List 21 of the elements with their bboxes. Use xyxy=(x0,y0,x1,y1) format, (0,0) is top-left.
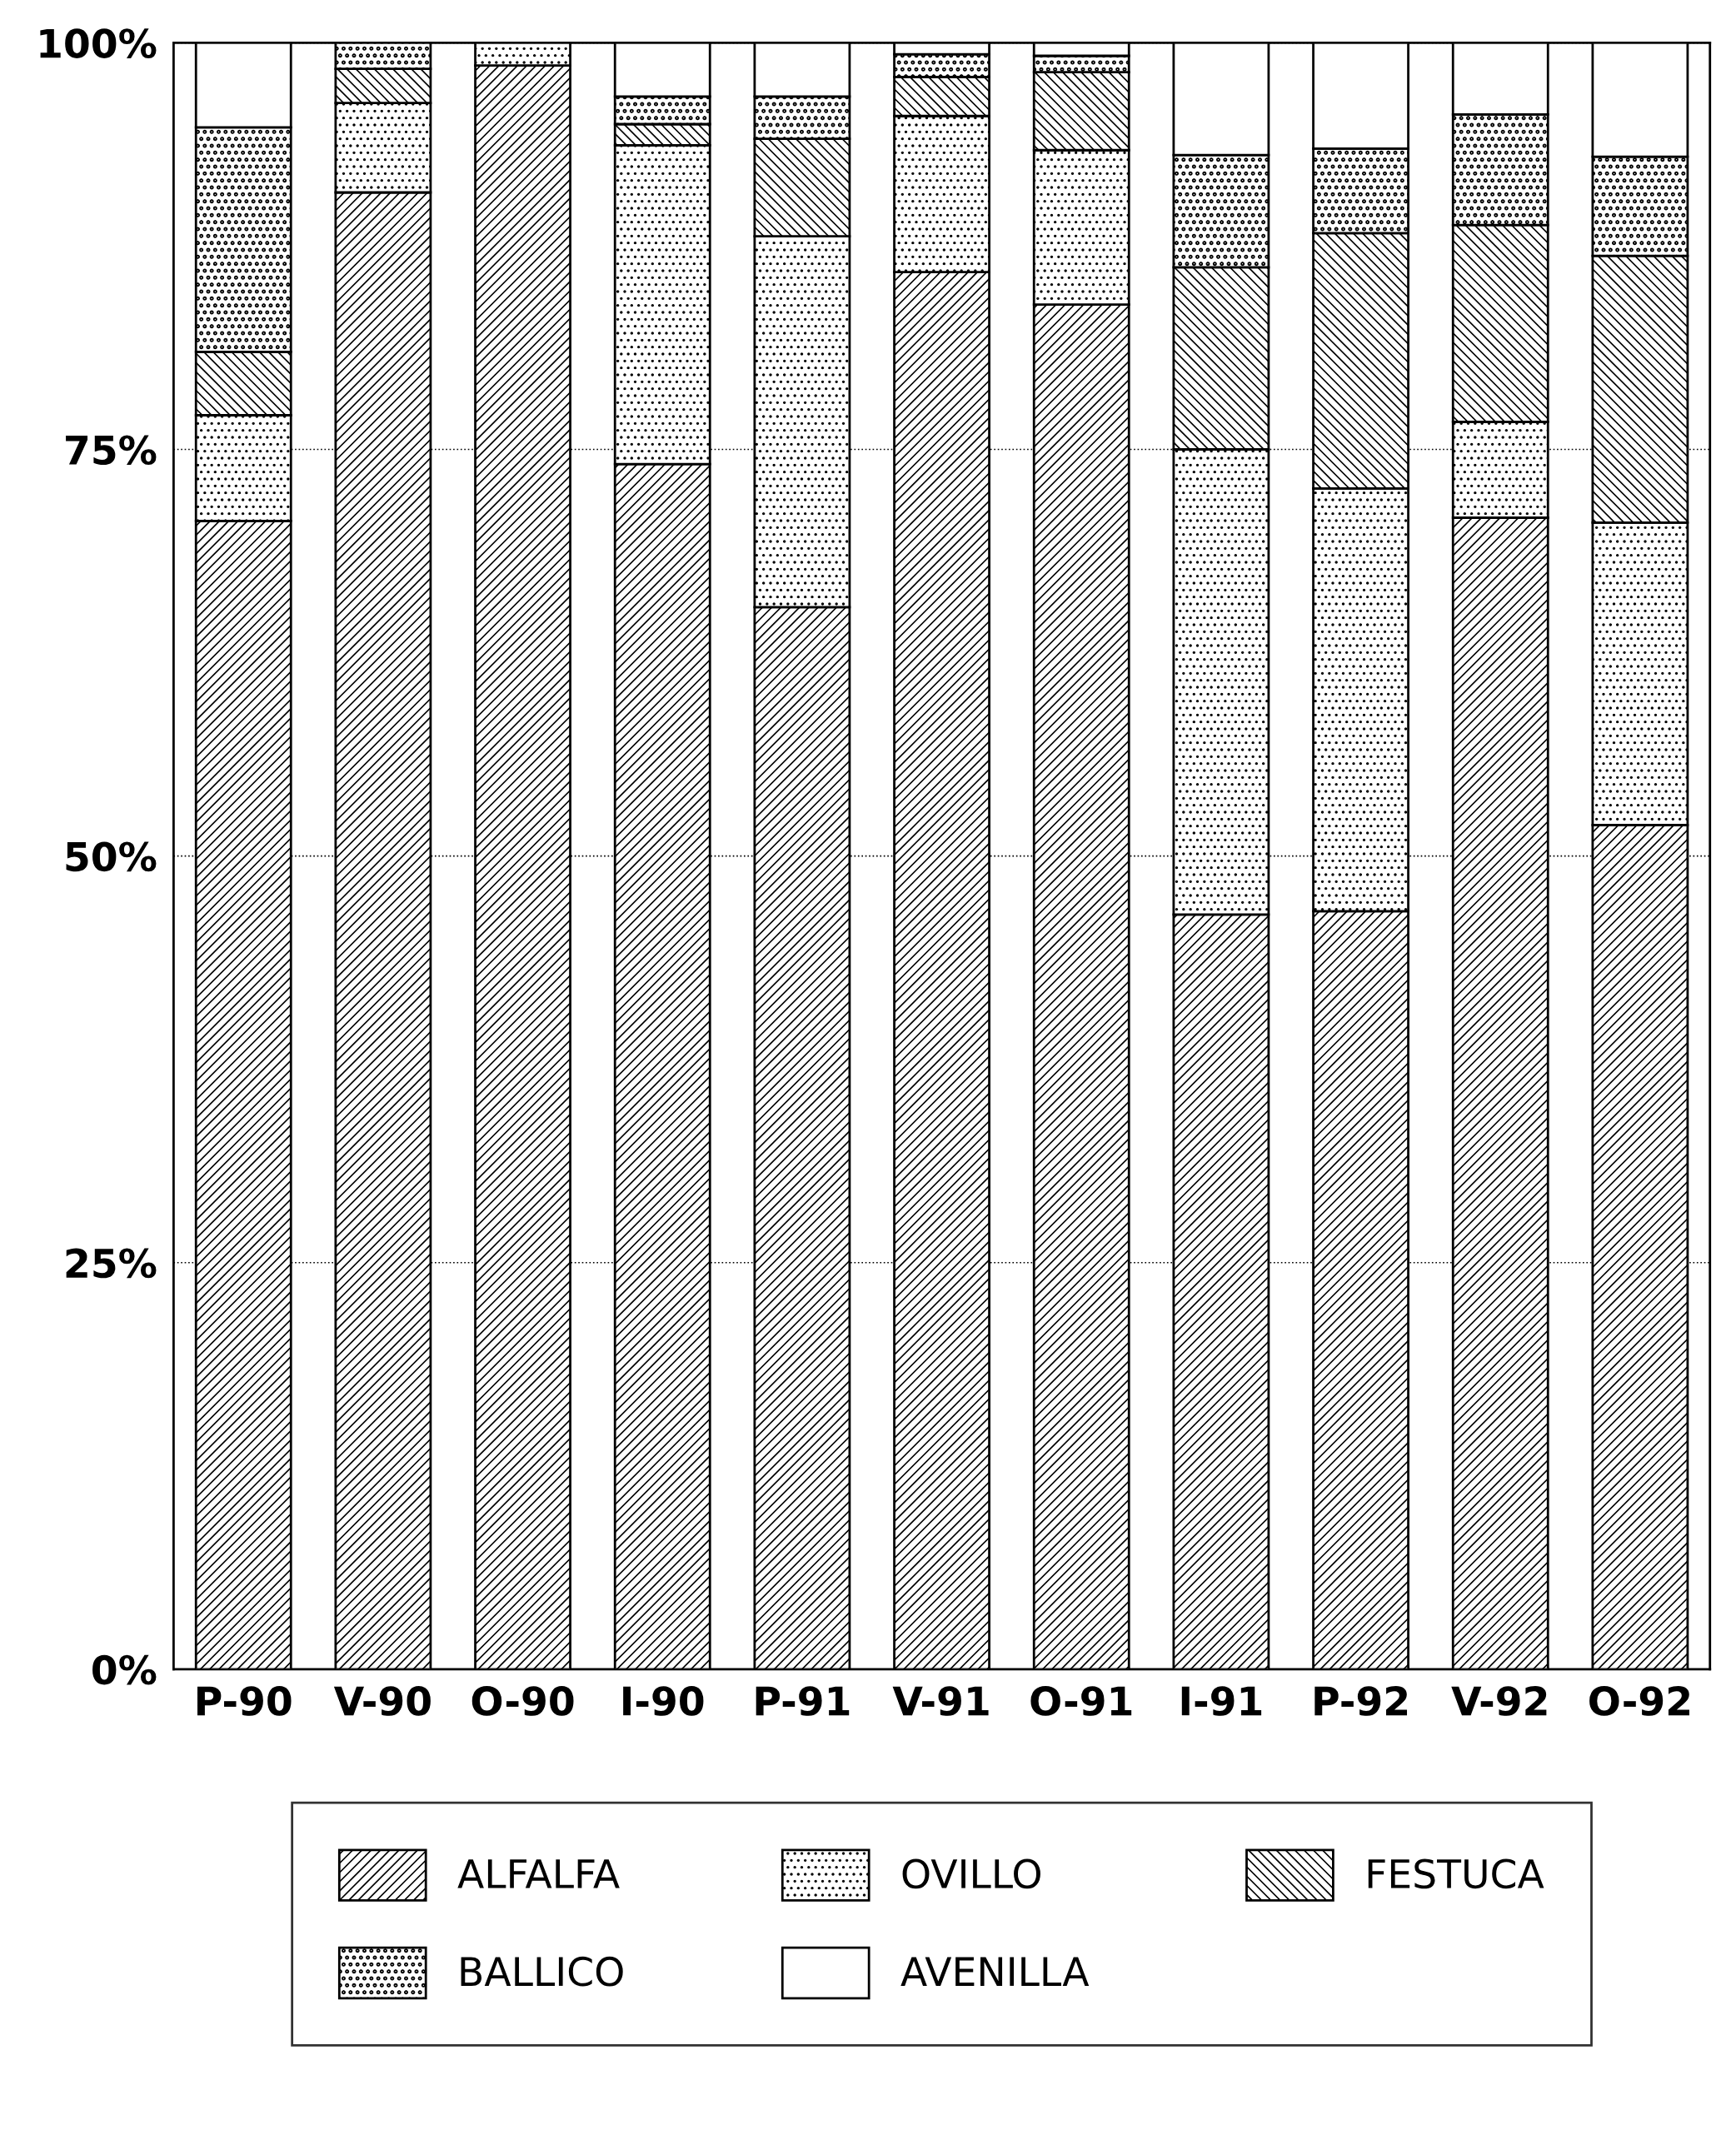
x-tick-label: V-91 xyxy=(892,1686,989,1716)
x-tick-label: O-92 xyxy=(1589,1686,1689,1716)
y-tick-label: 100% xyxy=(40,28,157,58)
x-tick-label: O-91 xyxy=(1030,1686,1132,1716)
y-tick-label: 0% xyxy=(92,1654,157,1685)
x-tick-label: I-91 xyxy=(1181,1686,1262,1716)
legend-label: AVENILLA xyxy=(900,1957,1090,1986)
legend-label: OVILLO xyxy=(902,1858,1040,1889)
legend-label: ALFALFA xyxy=(457,1859,620,1888)
legend-label: FESTUCA xyxy=(1368,1858,1544,1889)
y-tick-label: 50% xyxy=(66,841,157,872)
y-tick-label: 75% xyxy=(66,435,157,466)
legend-label: BALLICO xyxy=(461,1956,623,1987)
y-tick-label: 25% xyxy=(66,1248,157,1279)
x-tick-label: O-90 xyxy=(471,1686,574,1716)
x-tick-label: I-90 xyxy=(623,1686,704,1716)
x-tick-label: V-92 xyxy=(1451,1686,1547,1716)
x-tick-label: P-92 xyxy=(1314,1686,1408,1716)
x-tick-label: P-90 xyxy=(197,1686,292,1716)
x-tick-label: P-91 xyxy=(756,1686,850,1716)
x-tick-label: V-90 xyxy=(333,1686,431,1716)
